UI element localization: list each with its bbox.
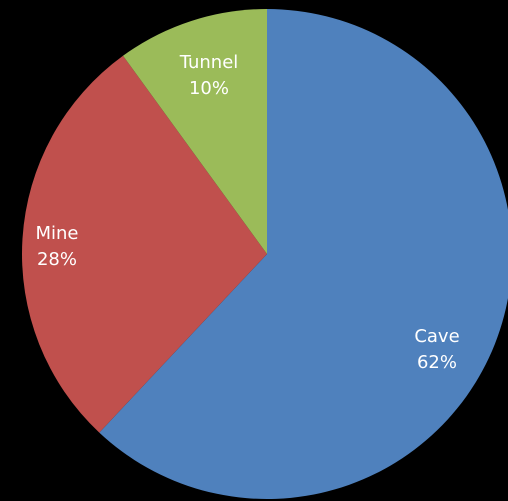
slice-label-cave: Cave — [414, 326, 459, 347]
slice-value-cave: 62% — [417, 352, 457, 373]
pie-labels: Cave 62% Mine 28% Tunnel 10% — [35, 52, 459, 373]
slice-value-tunnel: 10% — [189, 78, 229, 99]
slice-label-mine: Mine — [35, 223, 78, 244]
pie-slice-mine — [21, 55, 267, 433]
pie-slices — [21, 9, 508, 499]
pie-slice-cave — [99, 9, 508, 499]
pie-slice-tunnel — [122, 9, 268, 254]
slice-label-tunnel: Tunnel — [179, 52, 239, 73]
slice-value-mine: 28% — [37, 249, 77, 270]
